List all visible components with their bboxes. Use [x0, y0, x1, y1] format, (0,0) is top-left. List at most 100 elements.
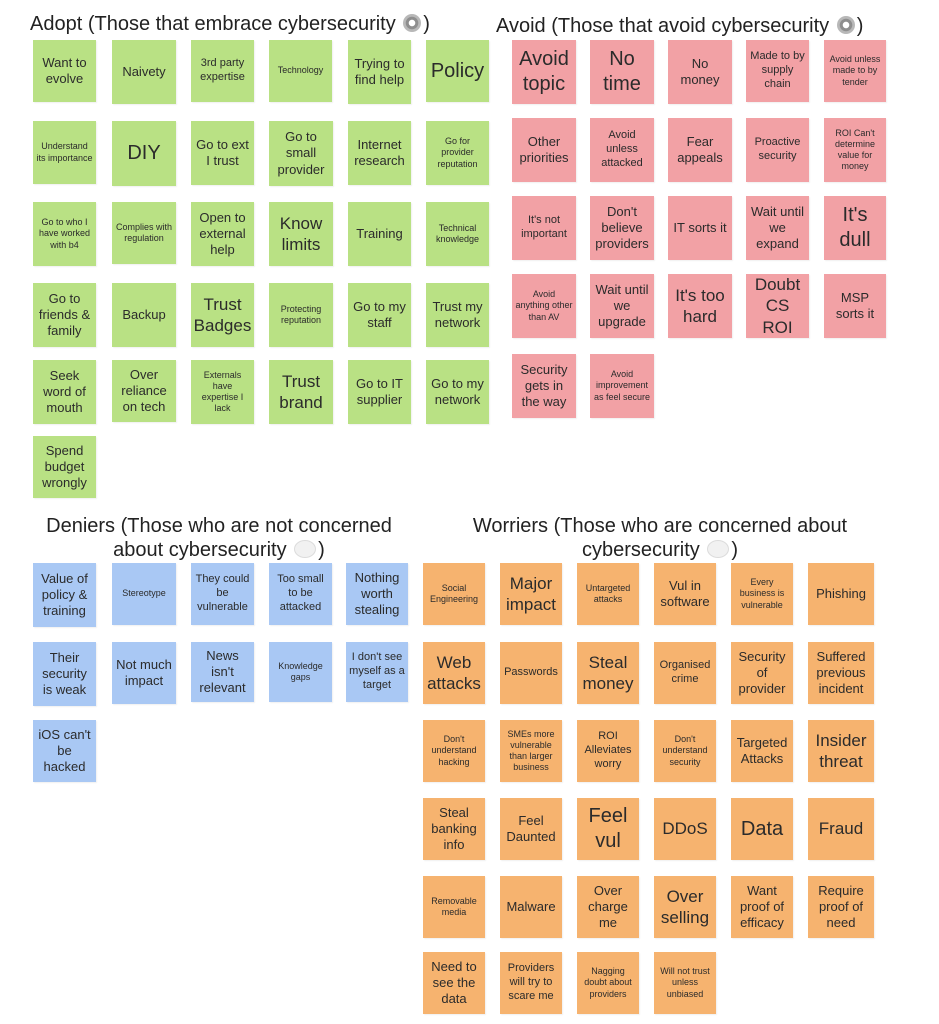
sticky-note[interactable]: Seek word of mouth — [33, 360, 96, 424]
sticky-note[interactable]: Avoid topic — [512, 40, 576, 104]
sticky-note[interactable]: Their security is weak — [33, 642, 96, 706]
sticky-note[interactable]: Open to external help — [191, 202, 254, 266]
sticky-note[interactable]: Wait until we expand — [746, 196, 809, 260]
sticky-note[interactable]: Trust Badges — [191, 283, 254, 347]
sticky-note[interactable]: Avoid improvement as feel secure — [590, 354, 654, 418]
sticky-note[interactable]: Trust my network — [426, 283, 489, 347]
sticky-note[interactable]: Complies with regulation — [112, 202, 176, 264]
sticky-note[interactable]: Insider threat — [808, 720, 874, 782]
sticky-note[interactable]: Technology — [269, 40, 332, 102]
sticky-note[interactable]: Understand its importance — [33, 121, 96, 184]
sticky-note[interactable]: ROI Alleviates worry — [577, 720, 639, 782]
sticky-note[interactable]: Passwords — [500, 642, 562, 704]
sticky-note[interactable]: 3rd party expertise — [191, 40, 254, 102]
sticky-note[interactable]: Feel vul — [577, 798, 639, 860]
sticky-note[interactable]: Know limits — [269, 202, 333, 266]
sticky-note[interactable]: Nothing worth stealing — [346, 563, 408, 625]
sticky-note[interactable]: Trying to find help — [348, 40, 411, 104]
sticky-note[interactable]: Wait until we upgrade — [590, 274, 654, 338]
sticky-note[interactable]: Security of provider — [731, 642, 793, 704]
sticky-note[interactable]: Need to see the data — [423, 952, 485, 1014]
sticky-note[interactable]: Social Engineering — [423, 563, 485, 625]
sticky-note[interactable]: Will not trust unless unbiased — [654, 952, 716, 1014]
sticky-note[interactable]: Go to friends & family — [33, 283, 96, 347]
sticky-note[interactable]: Too small to be attacked — [269, 563, 332, 625]
adopt-title: Adopt (Those that embrace cybersecurity … — [30, 13, 430, 35]
sticky-note[interactable]: Stereotype — [112, 563, 176, 625]
gear-icon — [836, 16, 855, 34]
sticky-note[interactable]: Go to my network — [426, 360, 489, 424]
sticky-note[interactable]: Web attacks — [423, 642, 485, 704]
sticky-note[interactable]: Avoid anything other than AV — [512, 274, 576, 338]
sticky-note[interactable]: Over charge me — [577, 876, 639, 938]
sticky-note[interactable]: Go to IT supplier — [348, 360, 411, 424]
sticky-note[interactable]: Nagging doubt about providers — [577, 952, 639, 1014]
sticky-note[interactable]: Value of policy & training — [33, 563, 96, 627]
sticky-note[interactable]: DDoS — [654, 798, 716, 860]
sticky-note[interactable]: Want proof of efficacy — [731, 876, 793, 938]
sticky-note[interactable]: Require proof of need — [808, 876, 874, 938]
sticky-note[interactable]: Not much impact — [112, 642, 176, 704]
sticky-note[interactable]: It's not important — [512, 196, 576, 260]
sticky-note[interactable]: Fraud — [808, 798, 874, 860]
sticky-note[interactable]: Security gets in the way — [512, 354, 576, 418]
sticky-note[interactable]: Organised crime — [654, 642, 716, 704]
sticky-note[interactable]: MSP sorts it — [824, 274, 886, 338]
sticky-note[interactable]: ROI Can't determine value for money — [824, 118, 886, 182]
sticky-note[interactable]: Go to ext I trust — [191, 121, 254, 185]
sticky-note[interactable]: Over reliance on tech — [112, 360, 176, 422]
sticky-note[interactable]: Phishing — [808, 563, 874, 625]
sticky-note[interactable]: DIY — [112, 121, 176, 186]
sticky-note[interactable]: Other priorities — [512, 118, 576, 182]
sticky-note[interactable]: Naivety — [112, 40, 176, 104]
sticky-note[interactable]: Removable media — [423, 876, 485, 938]
sticky-note[interactable]: Don't understand hacking — [423, 720, 485, 782]
sticky-note[interactable]: Training — [348, 202, 411, 266]
sticky-note[interactable]: Trust brand — [269, 360, 333, 424]
sticky-note[interactable]: Untargeted attacks — [577, 563, 639, 625]
sticky-note[interactable]: Suffered previous incident — [808, 642, 874, 704]
sticky-note[interactable]: Protecting reputation — [269, 283, 333, 347]
sticky-note[interactable]: Made to by supply chain — [746, 40, 809, 102]
sticky-note[interactable]: Spend budget wrongly — [33, 436, 96, 498]
sticky-note[interactable]: I don't see myself as a target — [346, 642, 408, 702]
sticky-note[interactable]: Over selling — [654, 876, 716, 938]
sticky-note[interactable]: Doubt CS ROI — [746, 274, 809, 338]
sticky-note[interactable]: Providers will try to scare me — [500, 952, 562, 1014]
sticky-note[interactable]: Want to evolve — [33, 40, 96, 102]
sticky-note[interactable]: Targeted Attacks — [731, 720, 793, 782]
sticky-note[interactable]: It's dull — [824, 196, 886, 260]
sticky-note[interactable]: Vul in software — [654, 563, 716, 625]
sticky-note[interactable]: Internet research — [348, 121, 411, 185]
sticky-note[interactable]: Avoid unless made to by tender — [824, 40, 886, 102]
sticky-note[interactable]: Data — [731, 798, 793, 860]
sticky-note[interactable]: Fear appeals — [668, 118, 732, 182]
sticky-note[interactable]: iOS can't be hacked — [33, 720, 96, 782]
sticky-note[interactable]: Every business is vulnerable — [731, 563, 793, 625]
sticky-note[interactable]: Malware — [500, 876, 562, 938]
sticky-note[interactable]: SMEs more vulnerable than larger busines… — [500, 720, 562, 782]
sticky-note[interactable]: No money — [668, 40, 732, 104]
sticky-note[interactable]: Go for provider reputation — [426, 121, 489, 185]
sticky-note[interactable]: Policy — [426, 40, 489, 102]
sticky-note[interactable]: It's too hard — [668, 274, 732, 338]
sticky-note[interactable]: Avoid unless attacked — [590, 118, 654, 182]
sticky-note[interactable]: Don't believe providers — [590, 196, 654, 260]
sticky-note[interactable]: Steal money — [577, 642, 639, 704]
sticky-note[interactable]: Technical knowledge — [426, 202, 489, 266]
sticky-note[interactable]: Go to who I have worked with b4 — [33, 202, 96, 266]
sticky-note[interactable]: Backup — [112, 283, 176, 347]
sticky-note[interactable]: Knowledge gaps — [269, 642, 332, 702]
sticky-note[interactable]: Go to small provider — [269, 121, 333, 186]
sticky-note[interactable]: Go to my staff — [348, 283, 411, 347]
sticky-note[interactable]: Externals have expertise I lack — [191, 360, 254, 424]
sticky-note[interactable]: Proactive security — [746, 118, 809, 182]
sticky-note[interactable]: News isn't relevant — [191, 642, 254, 702]
sticky-note[interactable]: Steal banking info — [423, 798, 485, 860]
sticky-note[interactable]: No time — [590, 40, 654, 104]
sticky-note[interactable]: Major impact — [500, 563, 562, 625]
sticky-note[interactable]: IT sorts it — [668, 196, 732, 260]
sticky-note[interactable]: Feel Daunted — [500, 798, 562, 860]
sticky-note[interactable]: They could be vulnerable — [191, 563, 254, 625]
sticky-note[interactable]: Don't understand security — [654, 720, 716, 782]
